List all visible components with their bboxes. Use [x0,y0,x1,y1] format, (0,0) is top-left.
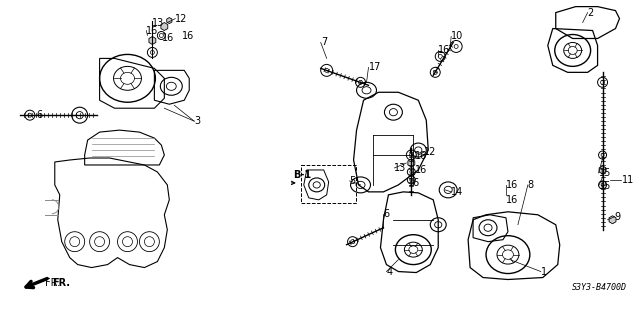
Text: FR.: FR. [45,278,60,288]
Polygon shape [149,36,156,44]
Text: 7: 7 [321,37,327,48]
Text: 16: 16 [506,180,518,190]
Bar [301,165,356,203]
Text: 9: 9 [614,212,621,222]
Text: 16: 16 [438,45,451,56]
Text: 16: 16 [415,151,428,161]
Text: 16: 16 [182,32,195,41]
Polygon shape [167,18,172,24]
Text: 3: 3 [194,116,200,126]
Text: 13: 13 [394,163,406,173]
Text: 2: 2 [588,8,594,18]
Polygon shape [161,23,168,31]
Text: 6: 6 [37,110,43,120]
Polygon shape [599,166,606,174]
Text: B-1: B-1 [293,170,311,180]
Text: 16: 16 [147,26,159,35]
Text: 1: 1 [541,267,547,277]
Text: 16: 16 [163,33,175,43]
Text: FR.: FR. [52,278,70,288]
Text: 16: 16 [506,195,518,205]
Text: 11: 11 [621,175,634,185]
Text: S3Y3-B4700D: S3Y3-B4700D [572,283,627,292]
Text: 8: 8 [528,180,534,190]
Text: 16: 16 [415,165,428,175]
Text: 15: 15 [598,181,611,191]
Text: 14: 14 [451,187,463,197]
Text: 16: 16 [408,178,420,188]
Text: 12: 12 [424,147,436,157]
Text: 4: 4 [387,267,392,277]
Text: 13: 13 [152,18,164,27]
Text: 15: 15 [598,168,611,178]
Text: 6: 6 [383,209,390,219]
Text: 12: 12 [175,14,188,24]
Text: 17: 17 [369,63,381,72]
Polygon shape [609,216,616,224]
Text: 5: 5 [349,176,356,186]
Text: 10: 10 [451,32,463,41]
Polygon shape [408,159,415,167]
